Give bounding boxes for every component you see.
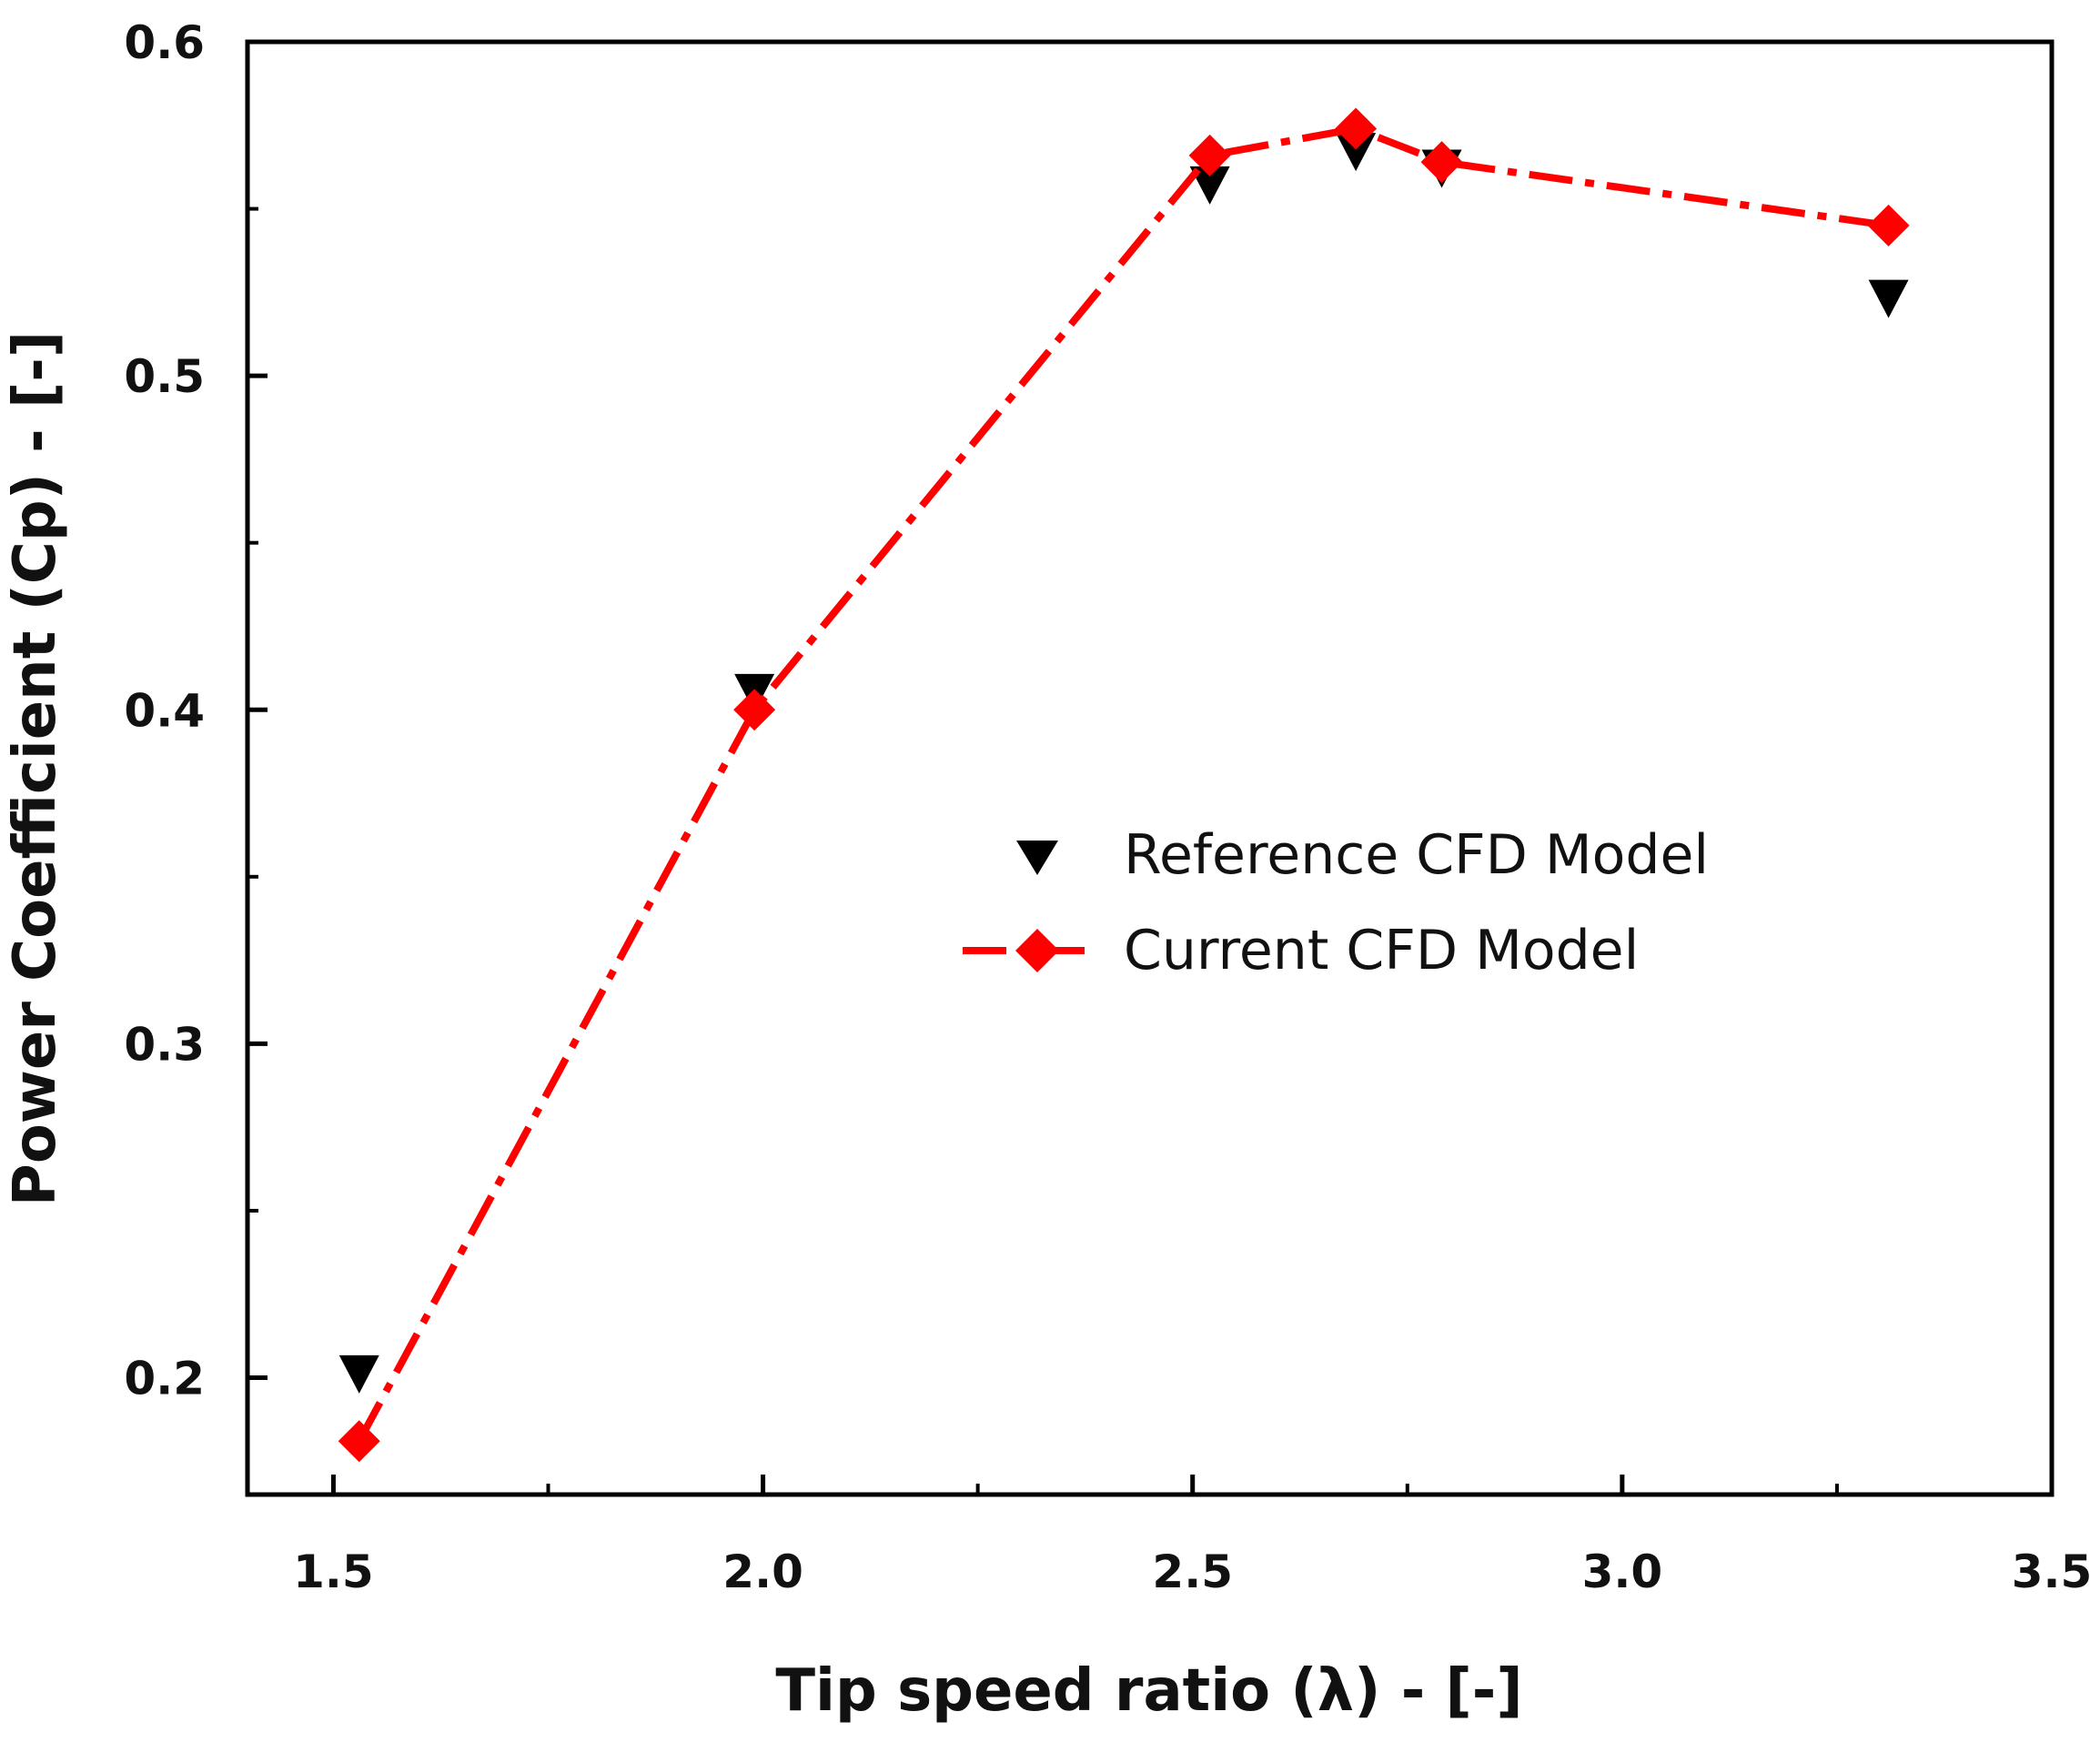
y-tick-label: 0.4 (124, 684, 205, 737)
current-point (1420, 141, 1463, 184)
y-tick-label: 0.6 (124, 16, 205, 69)
y-tick-label: 0.5 (124, 350, 205, 403)
legend-marker-current (1015, 929, 1059, 972)
y-tick-label: 0.2 (124, 1353, 205, 1405)
y-tick-label: 0.3 (124, 1018, 205, 1071)
x-tick-label: 2.5 (1152, 1546, 1233, 1598)
axis-ticks (247, 39, 2055, 1495)
legend: Reference CFD Model Current CFD Model (963, 823, 1709, 982)
reference-point (1189, 166, 1230, 205)
x-tick-label: 2.0 (722, 1546, 803, 1598)
axis-tick-labels: 1.5 2.0 2.5 3.0 3.5 0.2 0.3 0.4 0.5 0.6 (124, 16, 2092, 1598)
current-point (338, 1420, 380, 1463)
x-tick-label: 3.5 (2012, 1546, 2093, 1598)
data-series (338, 107, 1910, 1463)
current-series-line (356, 125, 1890, 1444)
legend-marker-reference (1016, 841, 1058, 875)
current-point (1335, 107, 1378, 150)
current-point (1188, 134, 1231, 176)
legend-label-reference: Reference CFD Model (1124, 823, 1709, 887)
x-tick-label: 1.5 (293, 1546, 374, 1598)
y-axis-title: Power Coefficient (Cp) - [-] (2, 331, 69, 1206)
legend-label-current: Current CFD Model (1124, 919, 1639, 982)
reference-point (1868, 279, 1909, 318)
current-point (733, 689, 776, 731)
current-point (1867, 204, 1910, 247)
plot-frame (245, 39, 2055, 1497)
reference-point (338, 1354, 379, 1394)
x-tick-label: 3.0 (1582, 1546, 1663, 1598)
x-axis-title: Tip speed ratio (λ) - [-] (775, 1657, 1522, 1725)
reference-point (1336, 133, 1377, 172)
